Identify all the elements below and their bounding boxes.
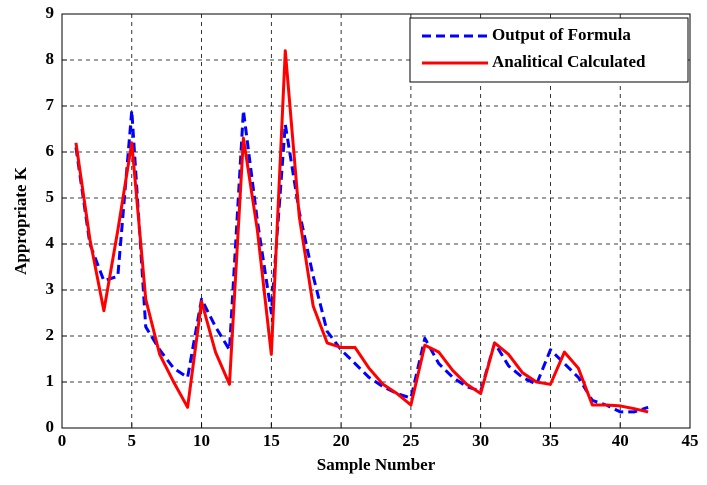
x-tick-label: 15 [263,431,280,450]
x-tick-label: 20 [333,431,350,450]
y-tick-label: 0 [46,417,55,436]
legend-label: Analitical Calculated [492,52,646,71]
y-tick-label: 2 [46,325,55,344]
x-tick-label: 35 [542,431,559,450]
x-tick-label: 10 [193,431,210,450]
x-tick-label: 30 [472,431,489,450]
y-tick-label: 7 [46,95,55,114]
y-tick-label: 5 [46,187,55,206]
y-axis-label: Appropriate K [11,166,30,275]
data-line [74,49,649,414]
legend-label: Output of Formula [492,25,631,44]
y-tick-label: 1 [46,371,55,390]
x-tick-label: 40 [612,431,629,450]
x-tick-label: 0 [58,431,67,450]
x-tick-label: 45 [682,431,699,450]
x-tick-label: 25 [402,431,419,450]
y-tick-label: 4 [46,233,55,252]
y-tick-label: 6 [46,141,55,160]
y-tick-label: 3 [46,279,55,298]
x-tick-label: 5 [128,431,137,450]
y-tick-label: 8 [46,49,55,68]
data-line [74,109,649,414]
legend-box [409,17,689,83]
plot-frame [61,13,691,429]
x-axis-label: Sample Number [317,455,436,474]
y-tick-label: 9 [46,3,55,22]
